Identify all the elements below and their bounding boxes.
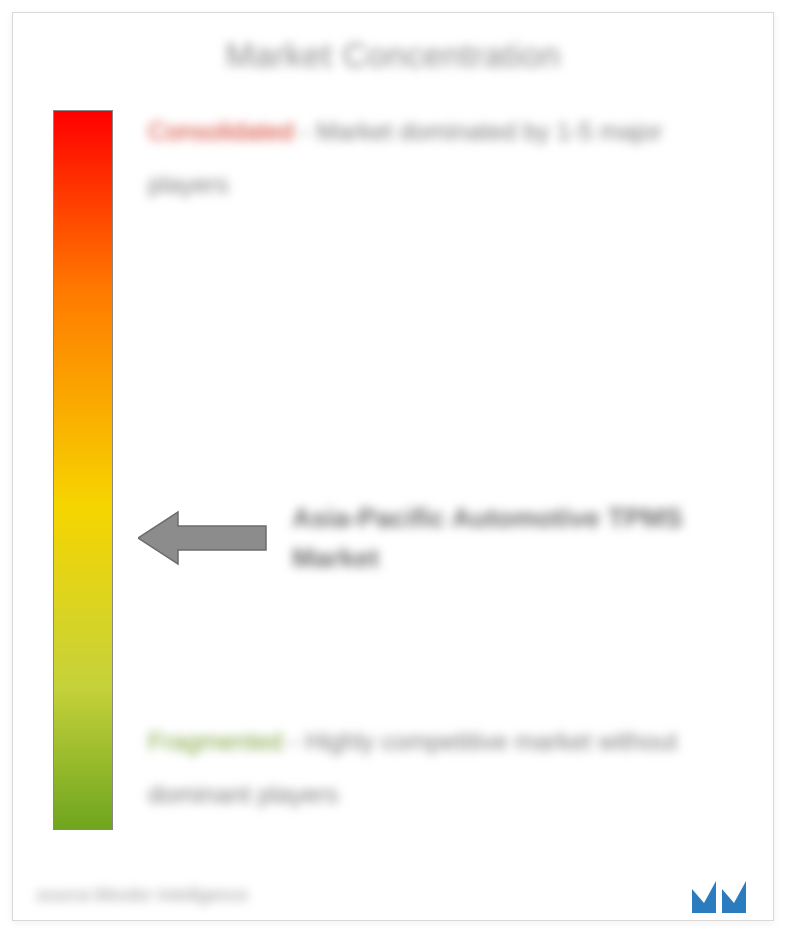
arrow-left-icon: [138, 508, 268, 568]
market-name-label: Asia-Pacific Automotive TPMS Market: [292, 498, 733, 579]
footer-bar: source:Mordor Intelligence: [12, 869, 774, 921]
consolidated-description: Consolidated - Market dominated by 1-5 m…: [148, 106, 733, 211]
fragmented-description: Fragmented - Highly competitive market w…: [148, 716, 733, 821]
brand-logo: [690, 875, 750, 915]
mordor-logo-icon: [690, 875, 750, 915]
chart-title: Market Concentration: [13, 13, 773, 76]
concentration-gradient-bar: [53, 110, 113, 830]
chart-body: Consolidated - Market dominated by 1-5 m…: [13, 76, 773, 886]
consolidated-keyword: Consolidated: [148, 118, 294, 146]
fragmented-keyword: Fragmented: [148, 728, 283, 756]
market-position-marker: Asia-Pacific Automotive TPMS Market: [138, 498, 733, 579]
source-attribution: source:Mordor Intelligence: [36, 885, 248, 906]
chart-card: Market Concentration Consolidated - Mark…: [12, 12, 774, 921]
